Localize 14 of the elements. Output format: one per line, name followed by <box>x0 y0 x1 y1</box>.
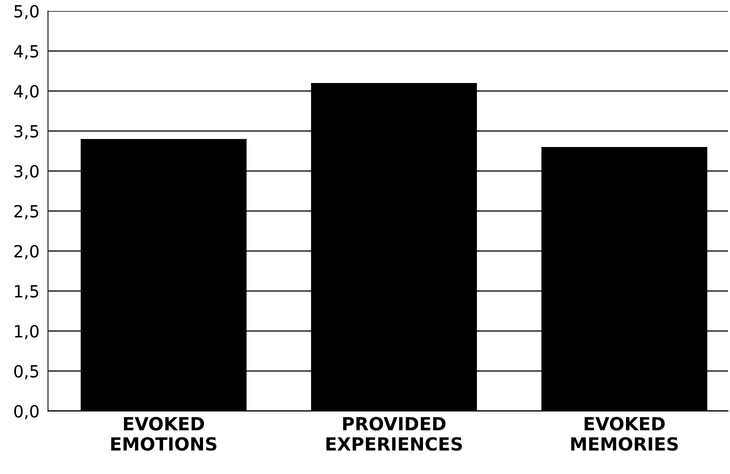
y-tick-label: 1,5 <box>14 285 38 300</box>
y-tick-label: 3,5 <box>14 124 38 140</box>
y-tick-label: 1,0 <box>14 324 39 340</box>
y-tick-label: 4,0 <box>14 84 39 100</box>
y-tick-label: 0,5 <box>14 364 38 380</box>
y-tick-label: 2,0 <box>14 244 39 260</box>
y-tick-label: 2,5 <box>14 204 38 220</box>
y-tick-label: 4,5 <box>14 45 38 60</box>
y-tick-label: 5,0 <box>14 4 39 20</box>
x-tick-label: EVOKED MEMORIES <box>571 416 678 451</box>
x-tick-label: PROVIDED EXPERIENCES <box>326 416 462 451</box>
y-tick-label: 0,0 <box>14 404 39 420</box>
y-tick-label: 3,0 <box>14 164 39 180</box>
x-tick-label: EVOKED EMOTIONS <box>111 416 216 451</box>
